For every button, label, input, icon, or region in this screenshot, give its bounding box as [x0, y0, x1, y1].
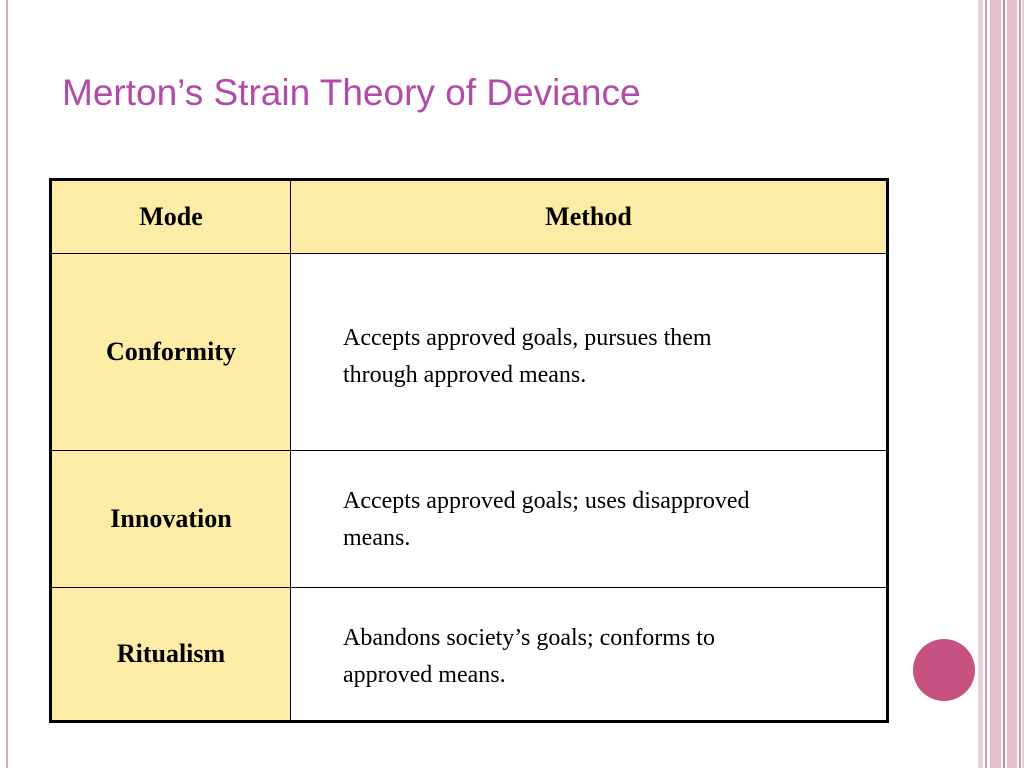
method-header: Method [290, 179, 888, 254]
method-text-line: approved means. [343, 662, 506, 688]
table-row: Ritualism Abandons society’s goals; conf… [50, 587, 888, 722]
stripe [990, 0, 1001, 768]
method-cell: Accepts approved goals; uses disapproved… [290, 450, 888, 588]
strain-theory-table: Mode Method Conformity Accepts approved … [49, 178, 889, 723]
method-text-line: means. [343, 525, 411, 551]
right-decorative-stripes [978, 0, 1024, 768]
method-cell: Accepts approved goals, pursues them thr… [290, 253, 888, 451]
mode-cell: Conformity [50, 253, 291, 451]
table-header-row: Mode Method [50, 179, 888, 254]
stripe [1022, 0, 1024, 768]
mode-header: Mode [50, 179, 291, 254]
stripe [1003, 0, 1005, 768]
stripe [1019, 0, 1021, 768]
decorative-circle [913, 639, 975, 701]
method-text-line: Accepts approved goals, pursues them [343, 325, 712, 351]
stripe [978, 0, 983, 768]
mode-cell: Innovation [50, 450, 291, 588]
method-text-line: Abandons society’s goals; conforms to [343, 625, 715, 651]
left-border-line [6, 0, 8, 768]
table-row: Conformity Accepts approved goals, pursu… [50, 253, 888, 451]
method-text-line: through approved means. [343, 362, 587, 388]
method-cell: Abandons society’s goals; conforms to ap… [290, 587, 888, 722]
slide-title: Merton’s Strain Theory of Deviance [62, 72, 641, 113]
table-row: Innovation Accepts approved goals; uses … [50, 450, 888, 588]
stripe [1007, 0, 1017, 768]
mode-cell: Ritualism [50, 587, 291, 722]
stripe [985, 0, 987, 768]
method-text-line: Accepts approved goals; uses disapproved [343, 488, 750, 514]
